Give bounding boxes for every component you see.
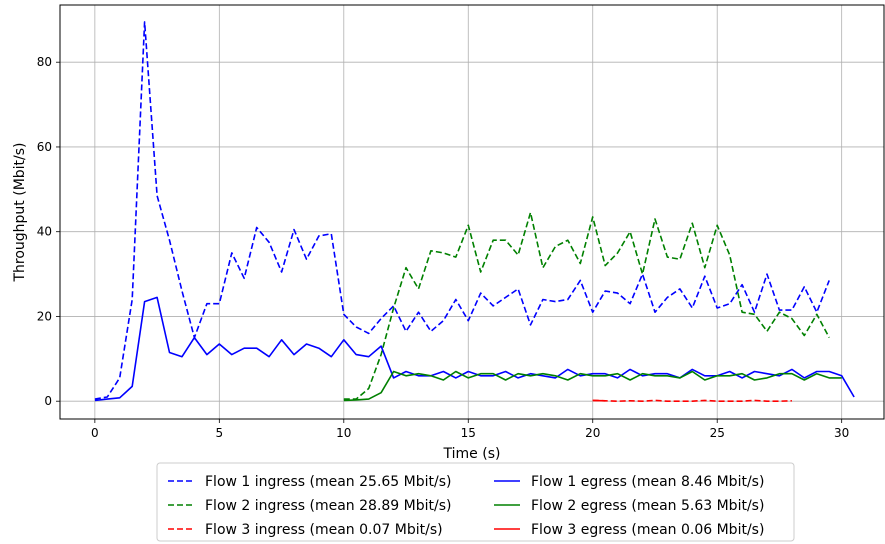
plot-area-frame	[59, 4, 885, 420]
series-line-4	[94, 296, 855, 402]
legend-entry-label: Flow 1 ingress (mean 25.65 Mbit/s)	[205, 474, 451, 490]
legend-entry-label: Flow 1 egress (mean 8.46 Mbit/s)	[531, 474, 764, 490]
x-tick-label: 5	[216, 426, 224, 440]
series-line-5	[343, 370, 842, 402]
legend-entry-label: Flow 2 ingress (mean 28.89 Mbit/s)	[205, 498, 451, 514]
legend-entry-label: Flow 2 egress (mean 5.63 Mbit/s)	[531, 498, 764, 514]
x-tick-label: 20	[585, 426, 600, 440]
x-tick-label: 10	[336, 426, 351, 440]
y-tick-label: 20	[37, 309, 52, 323]
legend: Flow 1 ingress (mean 25.65 Mbit/s) Flow 2…	[156, 462, 795, 542]
legend-box	[156, 462, 795, 542]
series-line-1	[94, 21, 830, 400]
legend-entry-label: Flow 3 ingress (mean 0.07 Mbit/s)	[205, 522, 443, 538]
x-tick-label: 25	[710, 426, 725, 440]
x-tick-label: 30	[834, 426, 849, 440]
axis-ticks: 0 5 10 15 20 25 30 0 20 40 60 80	[37, 55, 850, 440]
grid-lines	[60, 5, 884, 419]
y-tick-label: 60	[37, 140, 52, 154]
y-tick-label: 80	[37, 55, 52, 69]
legend-entry-label: Flow 3 egress (mean 0.06 Mbit/s)	[531, 522, 764, 538]
y-tick-label: 0	[44, 394, 52, 408]
x-tick-label: 15	[461, 426, 476, 440]
y-axis-label: Throughput (Mbit/s)	[12, 142, 28, 282]
x-axis-label: Time (s)	[443, 446, 501, 462]
y-tick-label: 40	[37, 225, 52, 239]
x-tick-label: 0	[91, 426, 99, 440]
series-lines	[94, 21, 855, 403]
series-line-2	[343, 211, 830, 400]
series-line-3	[592, 399, 792, 403]
